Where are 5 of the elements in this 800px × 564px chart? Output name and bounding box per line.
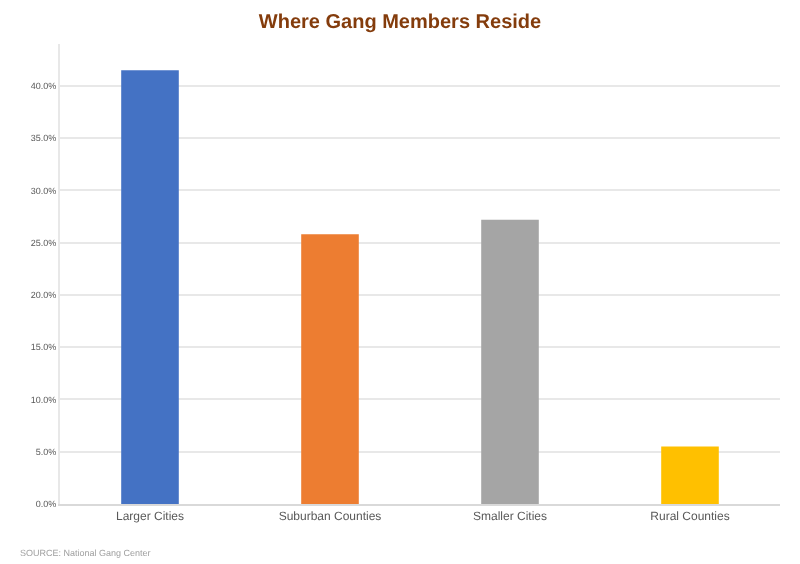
chart-title: Where Gang Members Reside [258, 12, 543, 35]
bar [481, 219, 539, 504]
bar [121, 70, 179, 504]
bar [661, 446, 719, 504]
bar [301, 234, 359, 504]
